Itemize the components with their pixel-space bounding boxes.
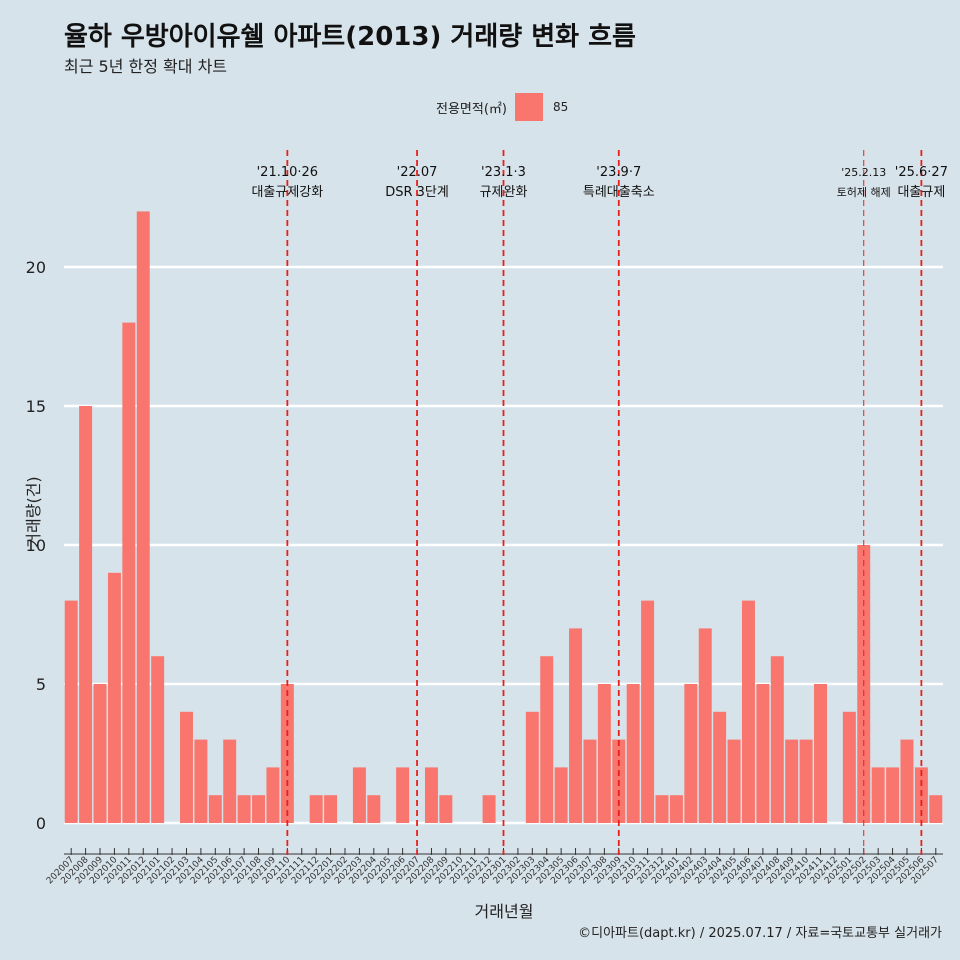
bar <box>698 628 712 823</box>
bar <box>641 600 655 823</box>
x-axis-label: 거래년월 <box>474 902 534 921</box>
bar <box>770 656 784 823</box>
bar <box>540 656 554 823</box>
y-tick-label: 0 <box>36 814 46 833</box>
bar <box>554 767 568 823</box>
bar <box>352 767 366 823</box>
y-tick-label: 10 <box>26 536 46 555</box>
bar <box>252 795 266 823</box>
annotation-label: 규제완화 <box>480 185 528 200</box>
y-tick-label: 5 <box>36 675 46 694</box>
bar <box>741 600 755 823</box>
legend-label: 85 <box>552 100 569 114</box>
bar <box>929 795 943 823</box>
bar <box>107 572 121 823</box>
annotation-label: 대출규제 <box>897 185 945 200</box>
annotation-date: '23.9·7 <box>596 165 641 180</box>
bar <box>122 322 136 823</box>
bar <box>136 211 150 823</box>
bar <box>482 795 496 823</box>
bar <box>655 795 669 823</box>
annotation-date: '23.1·3 <box>481 165 526 180</box>
bar <box>424 767 438 823</box>
bar <box>151 656 165 823</box>
bar <box>367 795 381 823</box>
bar <box>93 684 107 823</box>
bar <box>713 711 727 823</box>
bar <box>799 739 813 823</box>
bar <box>237 795 251 823</box>
bar <box>626 684 640 823</box>
y-tick-label: 20 <box>26 258 46 277</box>
bar <box>79 406 93 823</box>
legend: 전용면적(㎡) 85 <box>436 93 568 121</box>
bar <box>583 739 597 823</box>
bar <box>396 767 410 823</box>
annotation-label: 특례대출축소 <box>583 185 655 200</box>
annotation-label: 토허제 해제 <box>837 185 891 199</box>
annotation-date: '21.10·26 <box>257 165 318 180</box>
bar <box>525 711 539 823</box>
bar <box>756 684 770 823</box>
annotation-label: DSR 3단계 <box>385 185 449 200</box>
annotation-date: '25.2.13 <box>841 166 886 179</box>
bar <box>842 711 856 823</box>
legend-title: 전용면적(㎡) <box>436 101 507 117</box>
bar <box>64 600 78 823</box>
annotation-label: 대출규제강화 <box>251 185 323 200</box>
bar <box>439 795 453 823</box>
bar <box>727 739 741 823</box>
bar <box>266 767 280 823</box>
bar <box>194 739 208 823</box>
bar <box>785 739 799 823</box>
bar <box>208 795 222 823</box>
chart-title: 율하 우방아이유쉘 아파트(2013) 거래량 변화 흐름 <box>64 22 636 52</box>
chart-subtitle: 최근 5년 한정 확대 차트 <box>64 57 228 76</box>
bar <box>814 684 828 823</box>
bar <box>179 711 193 823</box>
bar <box>597 684 611 823</box>
bar <box>569 628 583 823</box>
y-axis-label: 거래량(건) <box>24 476 43 548</box>
bar <box>324 795 338 823</box>
bar <box>669 795 683 823</box>
bar <box>223 739 237 823</box>
y-tick-label: 15 <box>26 397 46 416</box>
bar <box>684 684 698 823</box>
bar <box>309 795 323 823</box>
annotation-date: '25.6·27 <box>895 165 948 180</box>
bar <box>871 767 885 823</box>
source-caption: ©디아파트(dapt.kr) / 2025.07.17 / 자료=국토교통부 실… <box>578 926 942 941</box>
legend-swatch <box>514 93 543 121</box>
bar <box>900 739 914 823</box>
annotation-date: '22.07 <box>397 165 438 180</box>
bar <box>886 767 900 823</box>
